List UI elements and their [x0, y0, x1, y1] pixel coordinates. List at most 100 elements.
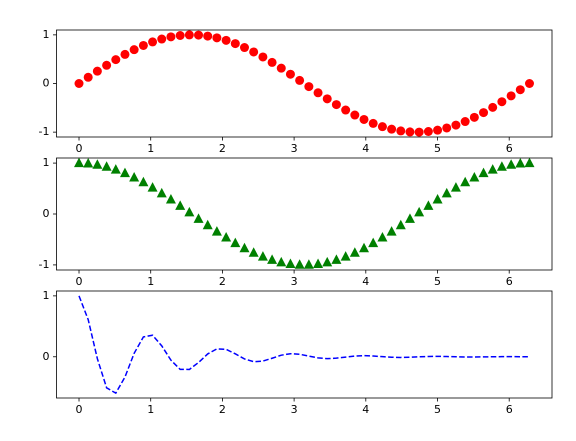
marker: [257, 251, 268, 261]
marker: [349, 247, 360, 257]
marker: [239, 43, 249, 53]
y-tick-label: 0: [43, 350, 50, 363]
marker: [120, 49, 130, 59]
marker: [340, 251, 351, 261]
marker: [524, 79, 534, 88]
y-tick-label: -1: [39, 125, 50, 138]
marker: [350, 110, 360, 120]
y-tick-label: 0: [43, 77, 50, 90]
x-tick-label: 4: [362, 403, 369, 416]
marker: [175, 200, 186, 210]
marker: [74, 79, 84, 88]
marker: [460, 176, 471, 187]
marker: [368, 237, 379, 248]
marker: [147, 182, 158, 192]
marker: [469, 112, 479, 122]
marker: [359, 242, 370, 253]
marker: [249, 47, 259, 57]
x-tick-label: 2: [219, 275, 226, 288]
x-tick-label: 2: [219, 403, 226, 416]
axes-frame: [56, 157, 553, 271]
marker: [479, 108, 489, 118]
marker: [441, 187, 452, 198]
x-tick-label: 0: [76, 403, 83, 416]
marker: [359, 114, 369, 124]
marker: [83, 72, 93, 82]
marker: [386, 226, 397, 236]
x-tick-label: 3: [291, 142, 298, 155]
x-tick-label: 3: [291, 403, 298, 416]
x-tick-label: 0: [76, 275, 83, 288]
marker: [285, 258, 296, 268]
marker: [258, 52, 268, 62]
marker: [387, 124, 397, 134]
marker: [74, 157, 85, 168]
marker: [442, 123, 452, 133]
marker: [460, 117, 470, 127]
marker: [202, 219, 213, 230]
marker: [506, 159, 517, 169]
marker: [313, 258, 324, 268]
marker: [212, 33, 222, 43]
marker: [184, 30, 194, 40]
y-tick-label: 0: [43, 207, 50, 220]
marker: [322, 94, 332, 104]
marker: [450, 182, 461, 192]
marker: [92, 66, 102, 76]
marker: [138, 176, 149, 187]
marker: [368, 118, 378, 128]
marker: [148, 37, 158, 47]
axes-frame: [56, 29, 553, 138]
marker: [92, 159, 103, 169]
marker: [377, 122, 387, 132]
marker: [377, 232, 388, 242]
marker: [414, 206, 425, 217]
x-tick-label: 0: [76, 142, 83, 155]
marker: [165, 193, 176, 204]
marker: [294, 259, 305, 269]
x-tick-label: 6: [506, 403, 513, 416]
marker: [469, 171, 480, 182]
y-tick-label: 1: [43, 28, 50, 41]
marker: [248, 247, 259, 257]
x-tick-label: 1: [147, 403, 154, 416]
marker: [102, 60, 112, 70]
marker: [395, 219, 406, 230]
marker: [404, 213, 415, 223]
marker: [432, 193, 443, 204]
marker: [83, 157, 94, 168]
y-tick-label: 1: [43, 289, 50, 302]
x-tick-label: 5: [434, 403, 441, 416]
marker: [478, 167, 489, 178]
marker: [515, 85, 525, 95]
marker: [119, 167, 130, 178]
marker: [166, 32, 176, 42]
marker: [515, 157, 526, 168]
marker: [295, 75, 305, 85]
axes-frame: [56, 290, 553, 399]
marker: [111, 55, 121, 65]
x-tick-label: 3: [291, 275, 298, 288]
marker: [331, 254, 342, 264]
marker: [267, 254, 278, 264]
x-tick-label: 5: [434, 142, 441, 155]
marker: [230, 39, 240, 49]
marker: [487, 164, 498, 174]
marker: [423, 127, 433, 137]
marker: [451, 120, 461, 130]
marker: [156, 187, 167, 198]
x-tick-label: 5: [434, 275, 441, 288]
marker: [267, 57, 277, 67]
marker: [497, 97, 507, 107]
marker: [276, 256, 287, 267]
marker: [304, 82, 314, 92]
x-tick-label: 4: [362, 275, 369, 288]
marker: [101, 161, 112, 171]
marker: [157, 34, 167, 44]
marker: [203, 31, 213, 41]
x-tick-label: 6: [506, 142, 513, 155]
marker: [524, 157, 535, 168]
marker: [341, 105, 351, 115]
